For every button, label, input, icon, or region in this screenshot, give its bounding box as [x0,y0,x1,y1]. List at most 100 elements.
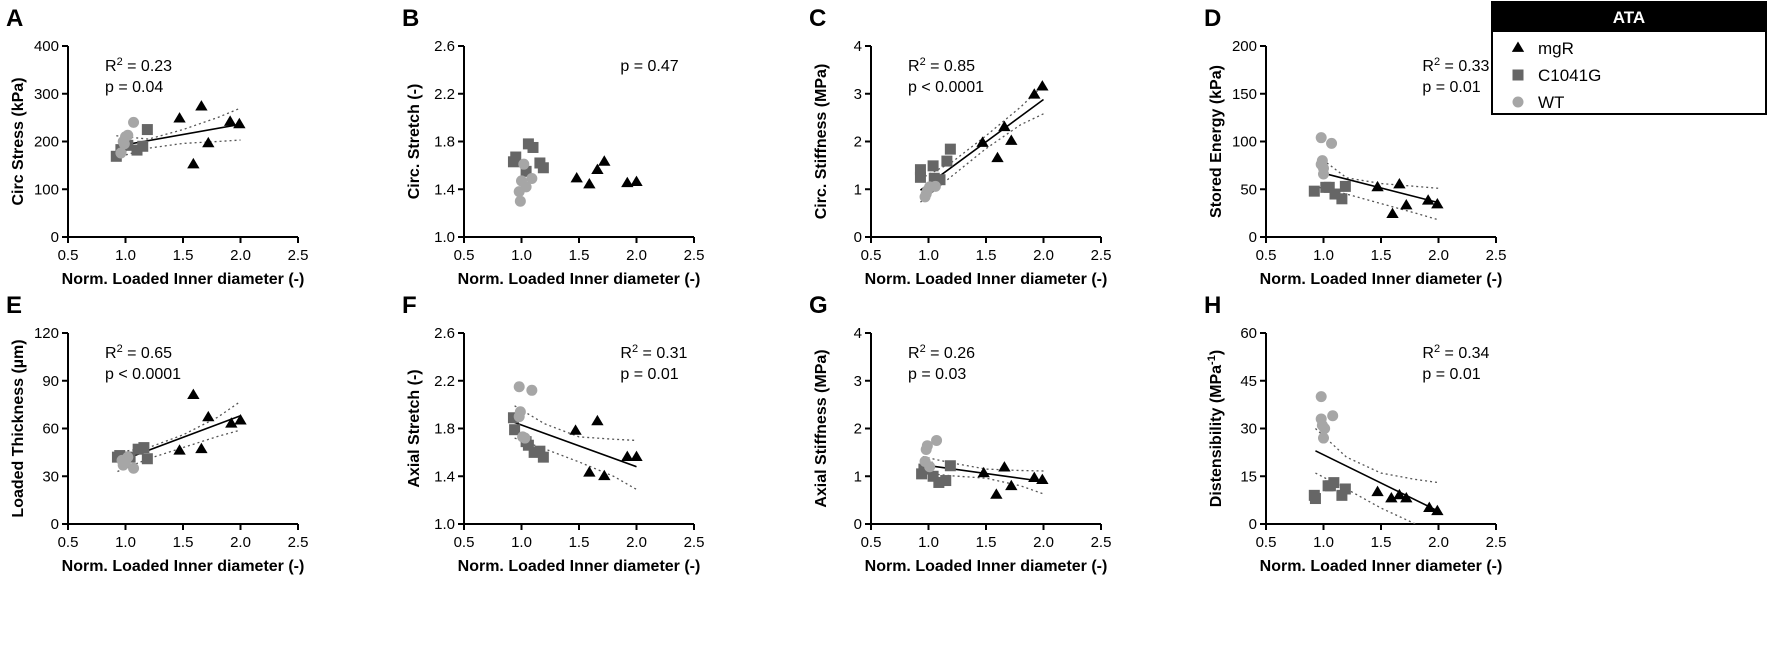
panel-a: A 0.5 1.0 1.5 2.0 2.5 0 100 200 300 400 Norm. Loade… [6,5,308,288]
stat-annotation-e-main: p < 0.0001 [105,366,181,383]
stat-annotation-c: p < 0.0001 [908,79,984,96]
x-axis-title-g: Norm. Loaded Inner diameter (-) [865,558,1108,575]
point-h-c1041g [1339,483,1351,495]
x-tick-label-e: 2.0 [230,534,251,551]
point-e-mgr [202,410,215,422]
stat-annotation-h: R2 = 0.34 [1422,343,1489,362]
x-tick-label-a: 2.5 [288,247,309,264]
y-tick-label-g: 2 [854,421,862,438]
point-b-c1041g [537,162,549,174]
point-f-mgr [583,466,596,477]
stat-annotation-g-main: R [908,345,920,362]
y-tick-label-b: 1.0 [434,229,455,246]
x-axis-title-h: Norm. Loaded Inner diameter (-) [1260,558,1503,575]
y-tick-label-e: 30 [42,468,59,485]
stat-annotation-g: R2 = 0.26 [908,343,975,362]
x-tick-label-d: 1.5 [1371,247,1392,264]
stat-annotation-f-main: p = 0.01 [620,366,678,383]
x-axis-title-d: Norm. Loaded Inner diameter (-) [1260,271,1503,288]
stat-annotation-f: R2 = 0.31 [620,343,687,362]
point-e-mgr [195,442,208,454]
point-f-wt [513,411,525,423]
y-tick-label-c: 3 [854,86,862,103]
point-e-mgr [225,417,238,428]
point-h-mgr [1400,492,1413,503]
x-axis-title-b: Norm. Loaded Inner diameter (-) [458,271,701,288]
legend-label-c1041g: C1041G [1538,66,1601,85]
x-tick-label-h: 2.5 [1486,534,1507,551]
point-b-mgr [583,177,596,189]
point-h-wt [1315,391,1327,403]
y-axis-title-f: Axial Stretch (-) [406,369,423,487]
ci-upper-g [922,456,1044,472]
point-c-c1041g [944,143,956,155]
y-tick-label-e: 0 [51,516,59,533]
point-a-mgr [187,157,200,169]
point-a-mgr [195,100,208,111]
y-tick-label-c: 1 [854,181,862,198]
point-a-c1041g [141,124,153,136]
point-g-c1041g [927,470,939,482]
fit-line-h [1315,450,1439,512]
x-tick-label-b: 1.0 [511,247,532,264]
point-f-c1041g [509,424,521,436]
point-c-mgr [998,120,1011,132]
fit-line-a [116,123,241,148]
y-tick-label-h: 15 [1240,468,1257,485]
point-d-mgr [1421,194,1435,205]
point-b-c1041g [520,165,532,177]
point-e-mgr [173,444,186,455]
point-g-mgr [1028,471,1041,483]
point-b-mgr [598,155,611,166]
point-a-wt [128,116,140,128]
y-tick-label-h: 0 [1249,516,1257,533]
y-axis-title-h-rest: ) [1208,350,1225,355]
ci-lower-a [116,139,241,159]
point-g-mgr [990,488,1003,499]
point-b-wt [513,186,525,198]
x-tick-label-f: 1.5 [569,534,590,551]
point-f-mgr [598,469,611,481]
point-h-mgr [1423,501,1436,512]
x-tick-label-b: 2.5 [684,247,705,264]
point-c-mgr [1028,88,1041,99]
y-tick-label-d: 100 [1232,134,1257,151]
y-tick-label-f: 2.6 [434,325,455,342]
point-d-wt [1318,168,1329,180]
point-d-c1041g [1329,188,1341,200]
panel-d: D 0.5 1.0 1.5 2.0 2.5 0 50 100 150 200 Norm. Loaded… [1204,5,1506,288]
point-h-c1041g [1336,489,1348,501]
point-b-mgr [621,176,634,188]
stat-annotation-f-superscript: 2 [632,343,638,355]
x-tick-label-f: 0.5 [454,534,475,551]
ci-upper-c [920,84,1044,180]
y-axis-title-h-superscript: -1 [1206,355,1218,365]
legend-label-mgr: mgR [1538,39,1574,58]
y-tick-label-a: 400 [34,38,59,55]
panel-letter-h: H [1204,292,1221,319]
y-tick-label-f: 1.8 [434,421,455,438]
stat-annotation-h-rest: = 0.34 [1440,345,1489,362]
y-axis-title-b: Circ. Stretch (-) [406,84,423,200]
point-f-wt [513,381,525,393]
x-tick-label-f: 1.0 [511,534,532,551]
panel-letter-c: C [809,5,826,32]
stat-annotation-e: p < 0.0001 [105,366,181,383]
x-tick-label-g: 0.5 [861,534,882,551]
ci-upper-f [514,405,637,442]
point-b-wt [518,158,530,170]
panel-e: E 0.5 1.0 1.5 2.0 2.5 0 30 60 90 120 Norm. Loaded I… [6,292,308,575]
panel-letter-g: G [809,292,828,319]
x-tick-label-f: 2.5 [684,534,705,551]
point-a-wt [118,138,130,150]
stat-annotation-b: p = 0.47 [620,58,678,75]
legend-title: ATA [1613,8,1645,27]
point-b-c1041g [510,151,522,163]
x-tick-label-g: 2.0 [1033,534,1054,551]
y-axis-title-g: Axial Stiffness (MPa) [813,349,830,507]
point-c-c1041g [914,171,926,183]
point-h-c1041g [1309,493,1321,505]
panel-letter-d: D [1204,5,1221,32]
point-d-mgr [1400,198,1413,210]
